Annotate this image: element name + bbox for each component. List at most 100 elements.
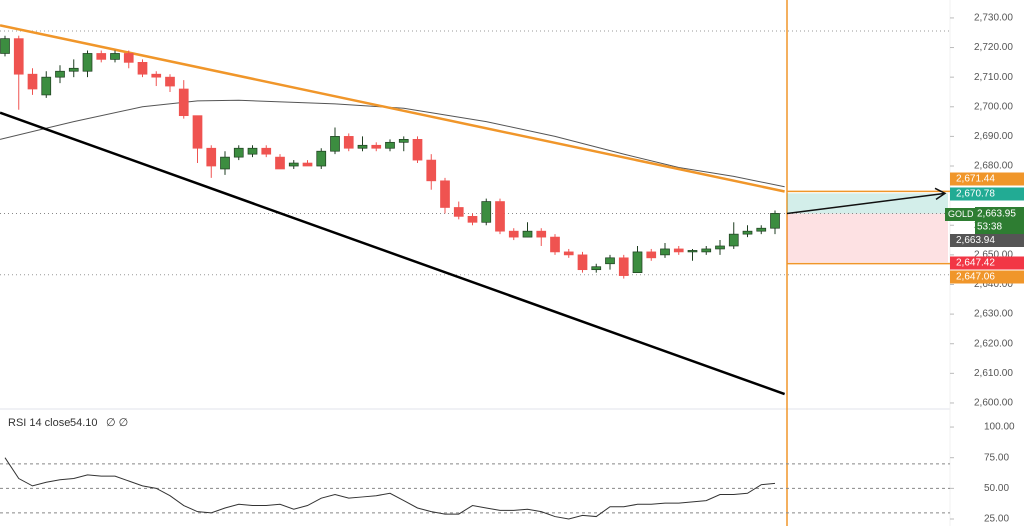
candle-body bbox=[192, 115, 203, 149]
candle-body bbox=[178, 88, 189, 117]
candle-body bbox=[756, 227, 767, 232]
price-label-bg bbox=[950, 172, 1024, 186]
arrow-head bbox=[934, 187, 947, 200]
candle-body bbox=[770, 213, 780, 229]
candle-body bbox=[481, 201, 492, 223]
candle-body bbox=[522, 230, 533, 238]
candle-body bbox=[385, 141, 395, 149]
price-label: 2,647.06 bbox=[956, 272, 995, 283]
candle-body bbox=[453, 207, 464, 217]
y-tick-label: 2,630.00 bbox=[974, 309, 1013, 320]
candle-body bbox=[41, 76, 52, 96]
candle-body bbox=[605, 257, 615, 265]
arrow bbox=[786, 192, 946, 215]
y-tick-label: 75.00 bbox=[984, 452, 1009, 463]
candle-body bbox=[247, 147, 258, 155]
candle-body bbox=[426, 159, 437, 182]
y-tick-label: 25.00 bbox=[984, 514, 1009, 525]
candle-body bbox=[82, 53, 93, 72]
candle-body bbox=[577, 254, 588, 271]
price-label: 2,670.78 bbox=[956, 189, 995, 200]
y-tick-label: 50.00 bbox=[984, 483, 1009, 494]
candle-body bbox=[68, 67, 79, 72]
candle-body bbox=[288, 162, 299, 167]
y-tick-label: 2,690.00 bbox=[974, 131, 1013, 142]
candle-body bbox=[220, 156, 230, 170]
candle-body bbox=[673, 248, 684, 253]
trendline bbox=[0, 24, 785, 193]
price-label-bg bbox=[950, 270, 1024, 284]
y-tick-label: 2,640.00 bbox=[974, 279, 1013, 290]
candle-body bbox=[233, 147, 244, 158]
rsi-value-label: 54.10 bbox=[70, 417, 98, 429]
candle-body bbox=[728, 233, 739, 247]
candle-body bbox=[261, 147, 272, 155]
rsi-suffix: ∅ ∅ bbox=[106, 417, 128, 429]
candle-body bbox=[701, 248, 712, 253]
candle-body bbox=[618, 257, 629, 276]
candle-body bbox=[440, 180, 450, 208]
moving-average bbox=[0, 99, 785, 188]
candle-body bbox=[55, 70, 65, 78]
candle-body bbox=[467, 216, 478, 223]
price-label-bg bbox=[950, 187, 1024, 201]
symbol-label-bg bbox=[945, 208, 975, 221]
candle-body bbox=[412, 139, 423, 161]
symbol-label: GOLD bbox=[948, 209, 974, 219]
loss-zone bbox=[787, 213, 948, 263]
rsi-line bbox=[4, 457, 776, 520]
y-tick-label: 2,600.00 bbox=[974, 398, 1013, 409]
candle-body bbox=[660, 248, 670, 256]
candle-body bbox=[343, 136, 354, 149]
y-tick-label: 2,700.00 bbox=[974, 101, 1013, 112]
candle-body bbox=[275, 156, 285, 170]
price-label-bg bbox=[975, 207, 1024, 234]
y-tick-label: 2,730.00 bbox=[974, 13, 1013, 24]
candle-body bbox=[330, 136, 340, 152]
candle-body bbox=[302, 162, 313, 167]
candle-body bbox=[316, 150, 327, 167]
price-label: 2,663.95 bbox=[977, 209, 1016, 220]
countdown: 53:38 bbox=[977, 222, 1002, 233]
candle-body bbox=[165, 76, 175, 87]
y-tick-label: 2,710.00 bbox=[974, 72, 1013, 83]
candle-body bbox=[742, 230, 753, 235]
rsi-title: RSI 14 close bbox=[8, 417, 70, 429]
candle-body bbox=[96, 53, 107, 60]
candle-body bbox=[536, 230, 547, 238]
candle-body bbox=[151, 73, 162, 78]
candle-body bbox=[398, 139, 409, 143]
candle-body bbox=[563, 251, 574, 256]
candle-body bbox=[13, 38, 24, 75]
candle-body bbox=[0, 38, 10, 54]
candle-body bbox=[591, 266, 602, 271]
candle-body bbox=[137, 61, 148, 75]
candle-body bbox=[687, 250, 698, 253]
price-label-bg bbox=[950, 234, 1024, 247]
candle-body bbox=[27, 73, 38, 90]
candle-body bbox=[110, 53, 120, 60]
y-tick-label: 2,720.00 bbox=[974, 42, 1013, 53]
candle-body bbox=[646, 251, 657, 259]
candle-body bbox=[371, 144, 382, 149]
y-tick-label: 100.00 bbox=[984, 422, 1015, 433]
price-label: 2,671.44 bbox=[956, 174, 995, 185]
candle-body bbox=[357, 144, 368, 149]
y-tick-label: 2,620.00 bbox=[974, 338, 1013, 349]
candle-body bbox=[715, 245, 725, 250]
price-label: 2,647.42 bbox=[956, 258, 995, 269]
candle-body bbox=[508, 230, 519, 238]
y-tick-label: 2,610.00 bbox=[974, 368, 1013, 379]
candle-body bbox=[206, 147, 217, 167]
price-label: 2,663.94 bbox=[956, 235, 995, 246]
y-tick-label: 2,680.00 bbox=[974, 161, 1013, 172]
candle-body bbox=[550, 236, 560, 253]
candle-body bbox=[495, 201, 505, 232]
price-label-bg bbox=[950, 256, 1024, 270]
y-tick-label: 2,650.00 bbox=[974, 250, 1013, 261]
candle-body bbox=[632, 251, 643, 273]
candle-body bbox=[123, 53, 134, 63]
trendline bbox=[0, 111, 786, 396]
